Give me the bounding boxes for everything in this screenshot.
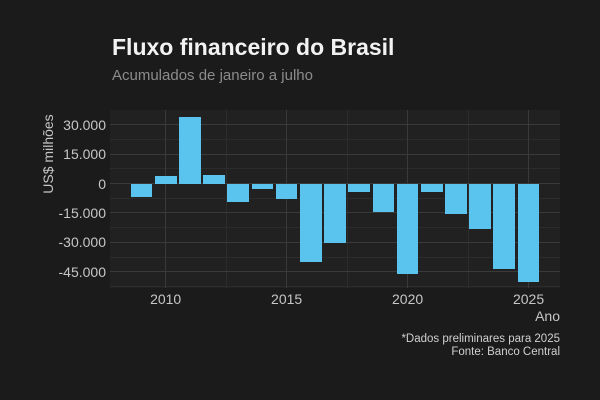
gridline-minor-vertical xyxy=(467,110,469,288)
x-tick-label: 2020 xyxy=(392,291,424,307)
bar-2014 xyxy=(251,183,274,189)
gridline-major-horizontal xyxy=(110,271,560,273)
gridline-major-horizontal xyxy=(110,124,560,126)
y-tick-label: 30.000 xyxy=(63,116,106,133)
bar-2012 xyxy=(203,175,225,184)
gridline-minor-vertical xyxy=(225,110,227,288)
gridline-minor-horizontal xyxy=(110,285,560,287)
bar-2015 xyxy=(275,183,298,199)
bar-2023 xyxy=(469,183,492,229)
x-tick-label: 2015 xyxy=(271,291,303,307)
chart-subtitle: Acumulados de janeiro a julho xyxy=(112,67,313,84)
gridline-major-horizontal xyxy=(110,153,560,155)
gridline-minor-horizontal xyxy=(110,256,560,258)
bar-2021 xyxy=(420,183,443,192)
x-tick-label: 2025 xyxy=(512,291,545,307)
caption-preliminary-note: *Dados preliminares para 2025 xyxy=(401,333,560,345)
plot-area xyxy=(110,110,560,288)
gridline-major-vertical xyxy=(286,110,288,288)
bar-2020 xyxy=(396,183,419,275)
bar-2022 xyxy=(445,183,467,214)
bar-2025 xyxy=(517,183,540,283)
gridline-minor-vertical xyxy=(346,110,348,288)
bar-2016 xyxy=(299,183,322,262)
y-tick-label: 15.000 xyxy=(63,146,106,163)
bar-2009 xyxy=(130,183,153,197)
gridline-minor-horizontal xyxy=(110,138,560,140)
bar-2011 xyxy=(178,117,201,184)
bar-2013 xyxy=(227,183,250,203)
chart-caption: *Dados preliminares para 2025 Fonte: Ban… xyxy=(401,333,560,358)
y-tick-label: -30.000 xyxy=(58,234,106,251)
bar-2010 xyxy=(154,175,177,184)
chart-title: Fluxo financeiro do Brasil xyxy=(112,34,395,60)
bar-2018 xyxy=(348,183,371,193)
caption-source: Fonte: Banco Central xyxy=(451,345,560,358)
bar-2017 xyxy=(324,183,346,244)
y-tick-label: -15.000 xyxy=(58,204,106,221)
y-tick-label: 0 xyxy=(98,175,106,192)
y-tick-label: -45.000 xyxy=(58,263,106,280)
gridline-major-vertical xyxy=(165,110,167,288)
bar-2019 xyxy=(372,183,395,213)
x-tick-label: 2010 xyxy=(150,291,182,307)
x-axis-title: Ano xyxy=(535,308,560,324)
gridline-minor-horizontal xyxy=(110,168,560,170)
bar-2024 xyxy=(493,183,516,270)
